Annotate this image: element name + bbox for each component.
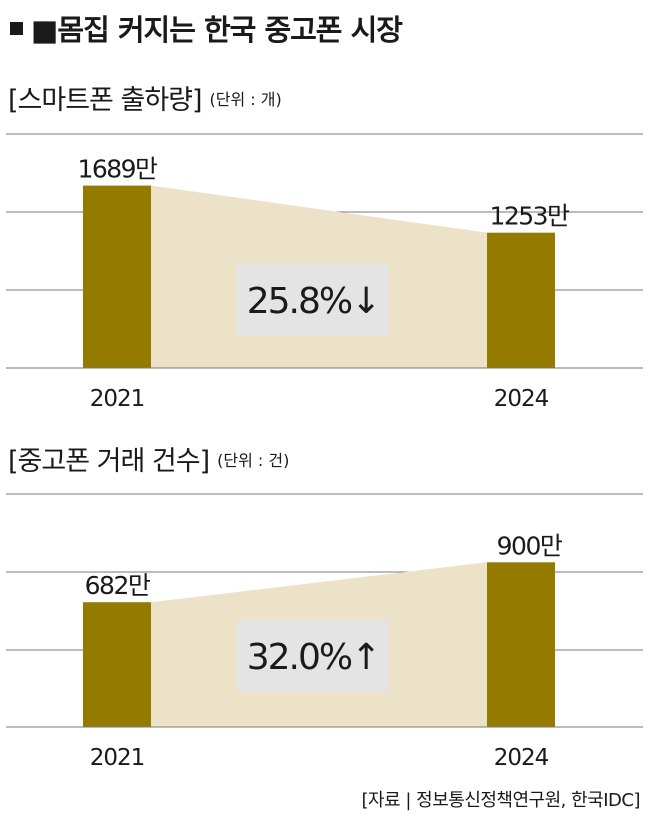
value-label: 682만 [85,571,151,600]
chart2-title: [중고폰 거래 건수] [8,446,210,477]
change-box [237,620,389,692]
change-box [237,264,389,336]
x-tick-label: 2021 [90,386,145,412]
chart1-header: [스마트폰 출하량] (단위 : 개) [8,78,282,118]
bar-2021 [83,185,151,368]
bar-2021 [83,602,151,727]
bar-2024 [487,232,555,368]
main-title: ■몸집 커지는 한국 중고폰 시장 [10,10,403,50]
chart1-unit: (단위 : 개) [209,89,282,109]
bar-2024 [487,562,555,727]
shipments-chart: 1689만 2021 1253만 2024 25.8%↓ [6,133,643,412]
square-bullet-icon [10,22,23,35]
value-label: 900만 [497,531,563,560]
x-tick-label: 2021 [90,745,145,771]
chart1-title: [스마트폰 출하량] [8,85,203,116]
used-phone-trades-chart: 682만 2021 900만 2024 32.0%↑ [6,493,643,771]
value-label: 1689만 [77,155,158,184]
main-title-text: ■몸집 커지는 한국 중고폰 시장 [31,13,403,47]
x-tick-label: 2024 [494,745,549,771]
change-label: 25.8%↓ [247,281,380,322]
chart2-unit: (단위 : 건) [217,450,290,470]
source-note: [자료 | 정보통신정책연구원, 한국IDC] [361,790,640,811]
change-label: 32.0%↑ [247,637,380,678]
chart2-header: [중고폰 거래 건수] (단위 : 건) [8,439,289,479]
value-label: 1253만 [489,202,570,231]
x-tick-label: 2024 [494,386,549,412]
